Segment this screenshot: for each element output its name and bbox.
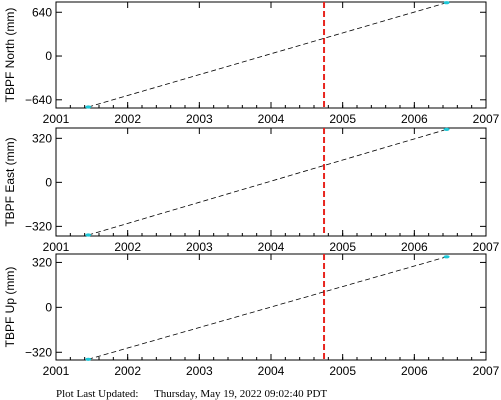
x-tick-label: 2003 (186, 240, 213, 254)
data-point (443, 255, 450, 259)
x-tick-label: 2005 (329, 364, 356, 378)
panel-1: 2001 2002 2003 2004 2005 2006 2007 −640 0 640 TBPF… (3, 1, 500, 126)
trend-line (88, 256, 447, 360)
footer-timestamp: Thursday, May 19, 2022 09:02:40 PDT (154, 388, 327, 400)
data-point (443, 1, 450, 5)
x-tick-label: 2002 (114, 240, 141, 254)
plot-frame (55, 1, 487, 109)
trend-line (88, 2, 447, 108)
x-tick-label: 2005 (329, 112, 356, 126)
panel-3: 2001 2002 2003 2004 2005 2006 2007 −320 0 320 TBPF… (3, 253, 500, 378)
y-tick-label: 320 (32, 255, 52, 269)
x-tick-label: 2002 (114, 364, 141, 378)
data-point (85, 105, 92, 109)
plot-frame (55, 127, 487, 237)
data-point (85, 357, 92, 361)
x-tick-label: 2001 (43, 112, 70, 126)
x-tick-label: 2005 (329, 240, 356, 254)
x-tick-label: 2006 (401, 112, 428, 126)
x-tick-label: 2002 (114, 112, 141, 126)
data-point (443, 127, 450, 131)
x-tick-label: 2001 (43, 240, 70, 254)
y-tick-label: 640 (32, 5, 52, 19)
x-tick-label: 2003 (186, 112, 213, 126)
x-tick-label: 2003 (186, 364, 213, 378)
panel-2: 2001 2002 2003 2004 2005 2006 2007 −320 0 320 TBPF… (3, 127, 500, 254)
x-tick-label: 2004 (258, 112, 285, 126)
y-tick-label: 320 (32, 131, 52, 145)
x-tick-label: 2001 (43, 364, 70, 378)
trend-line (88, 128, 447, 236)
x-tick-label: 2007 (473, 364, 500, 378)
y-axis-label: TBPF Up (mm) (3, 267, 17, 348)
y-tick-label: 0 (45, 175, 52, 189)
y-axis-label: TBPF North (mm) (3, 8, 17, 103)
x-tick-label: 2006 (401, 364, 428, 378)
plot-frame (55, 253, 487, 361)
x-tick-label: 2006 (401, 240, 428, 254)
footer-updated-label: Plot Last Updated: (56, 388, 139, 400)
y-axis-label: TBPF East (mm) (3, 137, 17, 226)
x-tick-label: 2007 (473, 112, 500, 126)
y-tick-label: −320 (25, 219, 52, 233)
y-tick-label: −320 (25, 345, 52, 359)
y-tick-label: −640 (25, 93, 52, 107)
x-tick-label: 2004 (258, 240, 285, 254)
x-tick-label: 2004 (258, 364, 285, 378)
y-tick-label: 0 (45, 300, 52, 314)
x-tick-label: 2007 (473, 240, 500, 254)
y-tick-label: 0 (45, 49, 52, 63)
data-point (85, 233, 92, 237)
